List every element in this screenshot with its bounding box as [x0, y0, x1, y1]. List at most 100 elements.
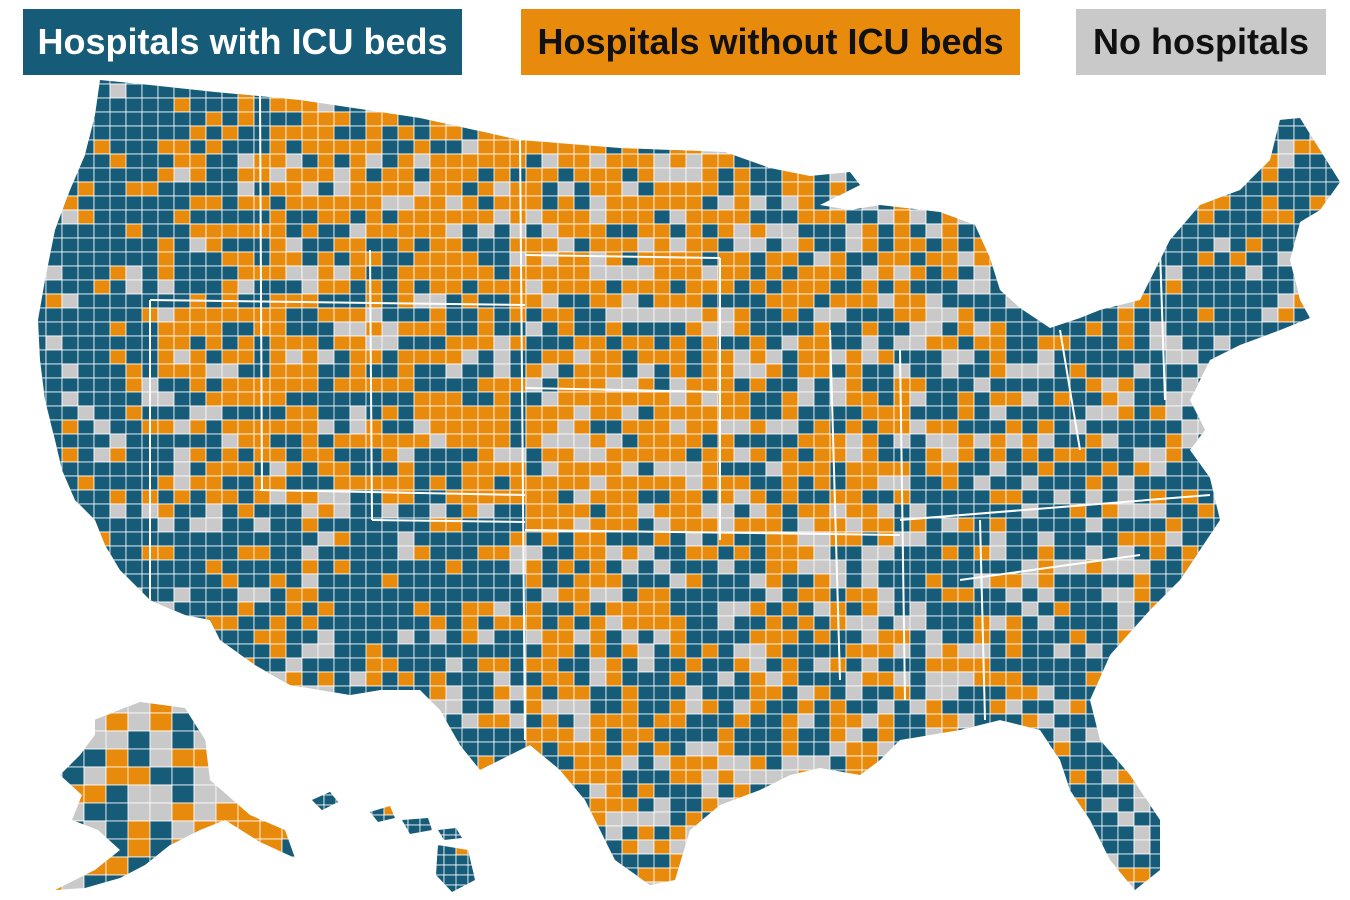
- county-cell: [1342, 560, 1350, 574]
- county-cell: [189, 433, 207, 449]
- county-cell: [237, 489, 255, 505]
- county-cell: [1197, 825, 1231, 841]
- county-cell: [1085, 461, 1103, 477]
- county-cell: [1197, 727, 1215, 743]
- county-cell: [717, 153, 735, 169]
- county-cell: [861, 867, 879, 883]
- county-cell: [1069, 489, 1087, 505]
- county-cell: [605, 251, 623, 267]
- county-cell: [781, 475, 799, 491]
- county-cell: [605, 741, 623, 757]
- county-cell: [77, 573, 111, 589]
- county-cell: [237, 748, 261, 768]
- county-cell: [813, 867, 831, 883]
- county-cell: [685, 195, 703, 211]
- county-cell: [1005, 615, 1023, 631]
- county-cell: [205, 475, 223, 491]
- county-cell: [45, 251, 63, 267]
- county-cell: [781, 335, 799, 351]
- county-cell: [1085, 839, 1103, 855]
- county-cell: [397, 797, 431, 813]
- county-cell: [1165, 839, 1199, 855]
- county-cell: [797, 293, 815, 309]
- county-cell: [893, 111, 911, 127]
- county-cell: [77, 83, 95, 99]
- county-cell: [1293, 853, 1327, 869]
- county-cell: [1342, 574, 1350, 588]
- county-cell: [1181, 391, 1199, 407]
- county-cell: [909, 139, 927, 155]
- county-cell: [429, 125, 447, 141]
- county-cell: [989, 335, 1007, 351]
- county-cell: [1293, 405, 1327, 421]
- county-cell: [149, 766, 173, 786]
- county-cell: [829, 153, 863, 169]
- county-cell: [813, 265, 831, 281]
- county-cell: [141, 671, 175, 687]
- county-cell: [1085, 755, 1103, 771]
- county-cell: [1005, 727, 1023, 743]
- county-cell: [989, 755, 1007, 771]
- county-cell: [109, 587, 127, 603]
- county-cell: [1325, 517, 1340, 533]
- county-cell: [1325, 419, 1340, 435]
- county-cell: [1261, 615, 1279, 631]
- county-cell: [61, 784, 85, 804]
- county-cell: [1181, 587, 1215, 603]
- county-cell: [109, 293, 127, 309]
- county-cell: [221, 531, 239, 547]
- county-cell: [1037, 265, 1071, 281]
- county-cell: [173, 839, 207, 855]
- county-cell: [1213, 195, 1231, 211]
- county-cell: [717, 209, 735, 225]
- county-cell: [1293, 377, 1311, 393]
- county-cell: [1293, 419, 1311, 435]
- county-cell: [1181, 713, 1199, 729]
- county-cell: [1101, 769, 1119, 785]
- county-cell: [1101, 377, 1119, 393]
- county-cell: [205, 503, 223, 519]
- county-cell: [957, 475, 975, 491]
- county-cell: [61, 321, 79, 337]
- county-cell: [509, 237, 527, 253]
- county-cell: [125, 349, 143, 365]
- county-cell: [701, 125, 719, 141]
- county-cell: [1165, 601, 1183, 617]
- county-cell: [765, 349, 783, 365]
- county-cell: [797, 237, 815, 253]
- county-cell: [461, 769, 479, 785]
- county-cell: [589, 741, 607, 757]
- county-cell: [541, 97, 559, 113]
- county-cell: [1325, 601, 1340, 617]
- county-cell: [1085, 237, 1103, 253]
- county-cell: [1005, 671, 1023, 687]
- county-cell: [1085, 97, 1103, 113]
- county-cell: [127, 730, 151, 750]
- county-cell: [1293, 783, 1327, 799]
- county-cell: [445, 251, 463, 267]
- county-cell: [1342, 490, 1350, 504]
- county-cell: [237, 769, 271, 785]
- county-cell: [1117, 615, 1135, 631]
- county-cell: [1053, 839, 1087, 855]
- county-cell: [61, 279, 79, 295]
- county-cell: [1021, 839, 1039, 855]
- county-cell: [205, 601, 223, 617]
- county-cell: [365, 867, 383, 883]
- county-cell: [1133, 321, 1151, 337]
- county-cell: [605, 671, 623, 687]
- county-cell: [669, 853, 687, 869]
- county-cell: [1021, 125, 1039, 141]
- county-cell: [461, 419, 479, 435]
- county-cell: [909, 811, 927, 827]
- county-cell: [93, 587, 111, 603]
- county-cell: [38, 671, 47, 687]
- county-cell: [605, 125, 623, 141]
- county-cell: [653, 503, 671, 519]
- county-cell: [1069, 783, 1087, 799]
- county-cell: [221, 755, 239, 771]
- county-cell: [1133, 461, 1151, 477]
- county-cell: [141, 251, 159, 267]
- county-cell: [909, 80, 927, 85]
- county-cell: [877, 335, 895, 351]
